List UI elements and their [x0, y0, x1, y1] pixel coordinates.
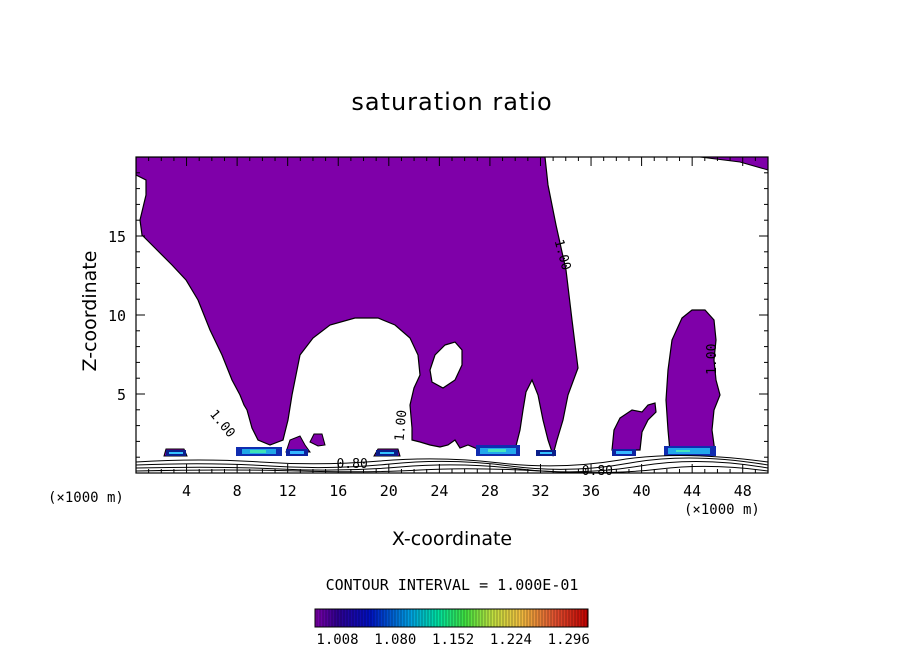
x-tick-label: 8 [233, 482, 242, 500]
y-tick-label: 5 [117, 386, 126, 404]
colorbar-tick-label: 1.152 [432, 632, 475, 648]
x-tick-label: 36 [582, 482, 600, 500]
x-tick-label: 4 [182, 482, 191, 500]
contour-label: 1.00 [393, 409, 411, 442]
x-tick-label: 20 [380, 482, 398, 500]
colorbar-tick-label: 1.080 [374, 632, 417, 648]
y-axis-ticks: 5 10 15 [108, 172, 768, 458]
y-tick-label: 15 [108, 228, 126, 246]
colorbar [314, 608, 589, 628]
colorbar-tick-label: 1.224 [489, 632, 532, 648]
x-axis-ticks: 4 8 12 16 20 24 28 32 36 40 44 48 [148, 157, 756, 500]
contour-label: 0.80 [336, 457, 367, 472]
region-main-mass [136, 157, 579, 458]
surface-contours [136, 454, 768, 473]
x-unit-left: (×1000 m) [48, 490, 124, 506]
region-right-tower [665, 309, 721, 453]
contour-label: 0.80 [582, 464, 613, 479]
colorbar-tick-label: 1.008 [316, 632, 359, 648]
x-tick-label: 12 [279, 482, 297, 500]
colorbar-tick-label: 1.296 [547, 632, 590, 648]
colorbar-tick-labels: 1.008 1.080 1.152 1.224 1.296 [300, 632, 600, 652]
contour-interval-label: CONTOUR INTERVAL = 1.000E-01 [325, 576, 579, 594]
x-tick-label: 32 [531, 482, 549, 500]
y-axis-label: Z-coordinate [79, 250, 101, 372]
x-tick-label: 24 [430, 482, 448, 500]
y-tick-label: 10 [108, 307, 126, 325]
contour-label: 1.00 [705, 344, 720, 375]
cloud-bands [166, 445, 716, 456]
region-top-right [699, 157, 768, 171]
x-axis-label: X-coordinate [391, 528, 513, 550]
x-unit-right: (×1000 m) [684, 502, 760, 518]
x-tick-label: 44 [683, 482, 701, 500]
x-tick-label: 48 [734, 482, 752, 500]
region-hole [429, 341, 463, 389]
chart-title: saturation ratio [351, 88, 553, 116]
contour-label: 1.00 [206, 407, 238, 441]
region-blob-b [309, 433, 326, 447]
x-tick-label: 40 [633, 482, 651, 500]
x-tick-label: 16 [329, 482, 347, 500]
x-tick-label: 28 [481, 482, 499, 500]
region-small-cloud [611, 402, 657, 451]
filled-contour-regions [136, 157, 768, 473]
